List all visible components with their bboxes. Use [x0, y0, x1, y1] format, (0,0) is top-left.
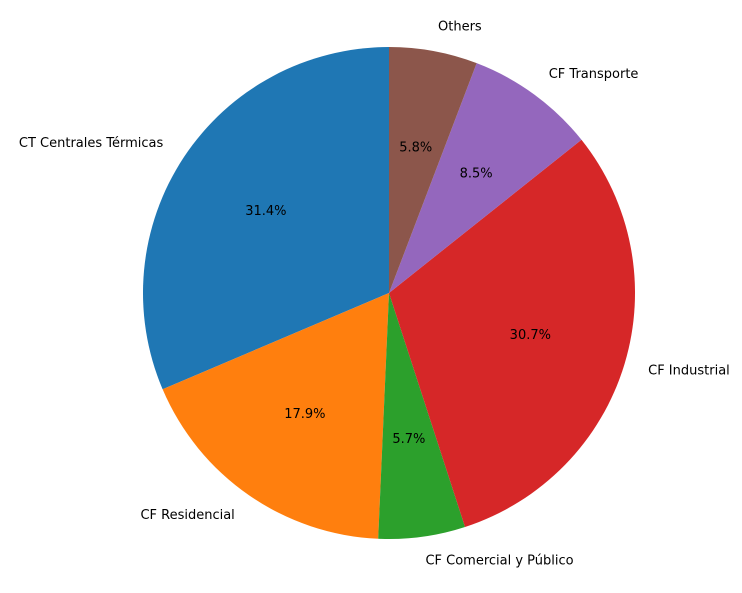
percent-label-others: 5.8%	[399, 140, 432, 155]
pie-slice-cf-industrial	[389, 139, 636, 527]
pie-slice-cf-residencial	[162, 293, 389, 539]
pie-slice-cf-comercial-y-publico	[378, 293, 466, 539]
percent-label-cf-industrial: 30.7%	[510, 328, 551, 343]
category-label-cf-transporte: CF Transporte	[549, 67, 639, 82]
percent-label-ct-centrales-termicas: 31.4%	[245, 204, 286, 219]
percentage-labels: 31.4% 17.9% 5.7% 30.7% 8.5% 5.8%	[245, 140, 551, 446]
pie-slice-cf-transporte	[389, 63, 582, 293]
percent-label-cf-transporte: 8.5%	[460, 166, 493, 181]
pie-slices	[142, 47, 636, 539]
category-label-ct-centrales-termicas: CT Centrales Térmicas	[19, 136, 164, 151]
category-labels: CT Centrales Térmicas CF Residencial CF Co…	[19, 19, 730, 568]
percent-label-cf-residencial: 17.9%	[284, 407, 325, 422]
pie-slice-others	[389, 47, 477, 293]
category-label-others: Others	[438, 19, 482, 34]
pie-slice-ct-centrales-termicas	[142, 47, 389, 390]
category-label-cf-comercial-y-publico: CF Comercial y Público	[425, 554, 573, 569]
percent-label-cf-comercial-y-publico: 5.7%	[392, 432, 425, 447]
category-label-cf-residencial: CF Residencial	[140, 508, 234, 523]
category-label-cf-industrial: CF Industrial	[648, 363, 730, 378]
